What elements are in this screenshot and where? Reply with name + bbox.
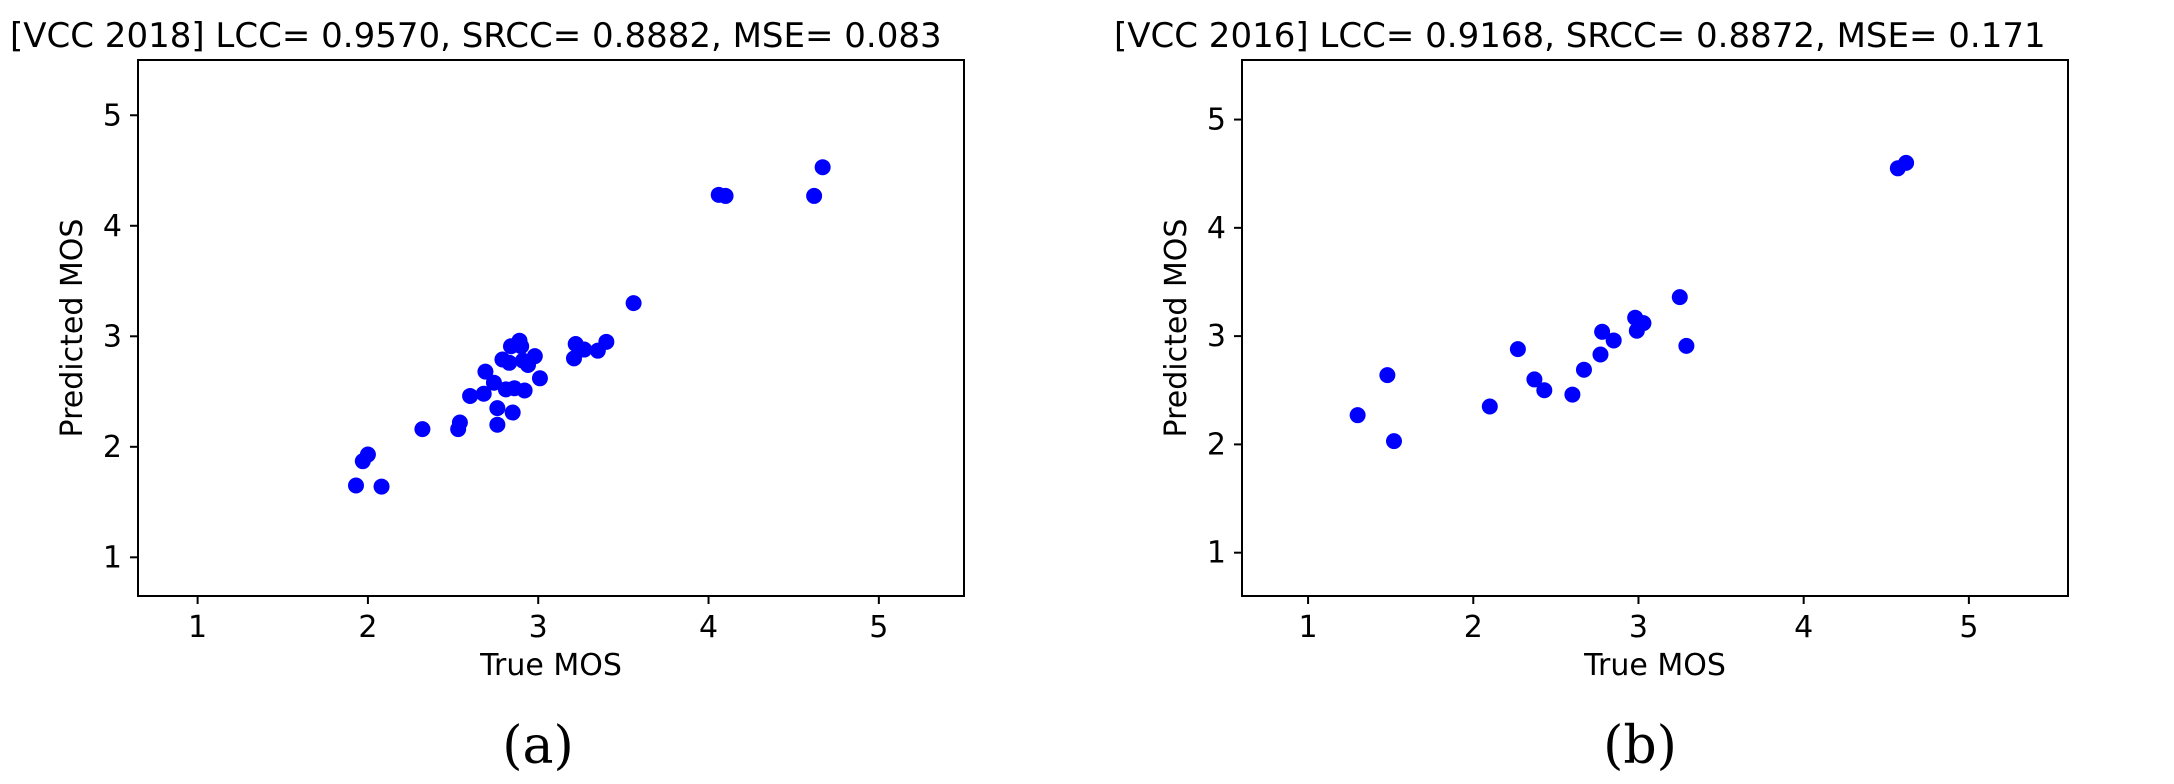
scatter-point [1605,332,1622,349]
scatter-point [359,446,376,463]
scatter-point [485,374,502,391]
caption-a: (a) [502,716,574,776]
x-tick-label: 4 [1794,610,1813,645]
y-ticks-a: 1 2 3 4 5 [103,98,138,575]
y-axis-label-a: Predicted MOS [55,219,90,438]
scatter-point [576,341,593,358]
scatter-point [451,414,468,431]
y-ticks-b: 1 2 3 4 5 [1207,103,1242,571]
plot-frame-b [1241,59,2069,597]
scatter-point [806,187,823,204]
scatter-point [1349,407,1366,424]
y-tick-label: 4 [1207,211,1226,246]
y-tick-label: 5 [103,98,122,133]
x-tick-label: 1 [1299,610,1318,645]
scatter-point [489,400,506,417]
chart-title-b: [VCC 2016] LCC= 0.9168, SRCC= 0.8872, MS… [1114,16,2046,56]
scatter-point [1594,323,1611,340]
scatter-point [1509,341,1526,358]
x-tick-label: 5 [869,610,888,645]
scatter-point [516,382,533,399]
scatter-point [1671,289,1688,306]
plot-frame-a [137,59,965,597]
scatter-point [462,387,479,404]
y-tick-label: 2 [103,430,122,465]
scatter-point [1526,371,1543,388]
x-ticks-b: 1 2 3 4 5 [1299,596,1978,645]
chart-title-a: [VCC 2018] LCC= 0.9570, SRCC= 0.8882, MS… [10,16,942,56]
scatter-point [1592,346,1609,363]
scatter-point [373,478,390,495]
scatter-point [526,348,543,365]
scatter-point [717,187,734,204]
scatter-point [504,404,521,421]
scatter-point [1635,315,1652,332]
scatter-point [1564,386,1581,403]
scatter-point [1379,367,1396,384]
x-tick-label: 4 [699,610,718,645]
scatter-point [477,363,494,380]
y-axis-label-b: Predicted MOS [1159,219,1194,438]
scatter-point [1678,337,1695,354]
scatter-point [475,385,492,402]
scatter-point [531,370,548,387]
y-tick-label: 3 [1207,319,1226,354]
scatter-point [347,477,364,494]
scatter-point [625,295,642,312]
x-ticks-a: 1 2 3 4 5 [188,596,888,645]
x-tick-label: 5 [1959,610,1978,645]
x-tick-label: 3 [529,610,548,645]
caption-b: (b) [1603,716,1677,776]
scatter-point [489,416,506,433]
x-tick-label: 2 [1464,610,1483,645]
y-tick-label: 2 [1207,427,1226,462]
scatter-point [1575,361,1592,378]
chart-panel-b: [VCC 2016] LCC= 0.9168, SRCC= 0.8872, MS… [1114,16,2069,776]
scatter-point [501,354,518,371]
scatter-point [414,421,431,438]
scatter-point [1536,382,1553,399]
scatter-point [1898,154,1915,171]
x-tick-label: 2 [358,610,377,645]
scatter-point [1385,433,1402,450]
y-tick-label: 4 [103,209,122,244]
scatter-point [1481,398,1498,415]
x-axis-label-a: True MOS [479,648,622,683]
scatter-point [814,159,831,176]
y-tick-label: 1 [103,540,122,575]
y-tick-label: 3 [103,319,122,354]
x-tick-label: 1 [188,610,207,645]
scatter-point [598,333,615,350]
chart-panel-a: [VCC 2018] LCC= 0.9570, SRCC= 0.8882, MS… [10,16,965,776]
scatter-points-a [347,159,831,495]
scatter-point [513,338,530,355]
y-tick-label: 5 [1207,103,1226,138]
x-tick-label: 3 [1629,610,1648,645]
x-axis-label-b: True MOS [1583,648,1726,683]
y-tick-label: 1 [1207,536,1226,571]
scatter-points-b [1349,154,1915,450]
